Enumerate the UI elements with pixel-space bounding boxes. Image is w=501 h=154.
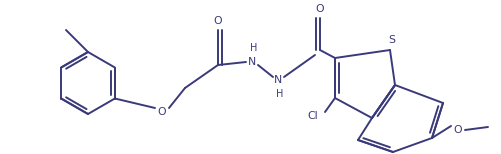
Text: O: O	[454, 125, 462, 135]
Text: N: N	[248, 57, 256, 67]
Text: Cl: Cl	[308, 111, 318, 121]
Text: O: O	[214, 16, 222, 26]
Text: N: N	[274, 75, 282, 85]
Text: O: O	[316, 4, 324, 14]
Text: S: S	[388, 35, 395, 45]
Text: H: H	[277, 89, 284, 99]
Text: O: O	[158, 107, 166, 117]
Text: H: H	[250, 43, 258, 53]
